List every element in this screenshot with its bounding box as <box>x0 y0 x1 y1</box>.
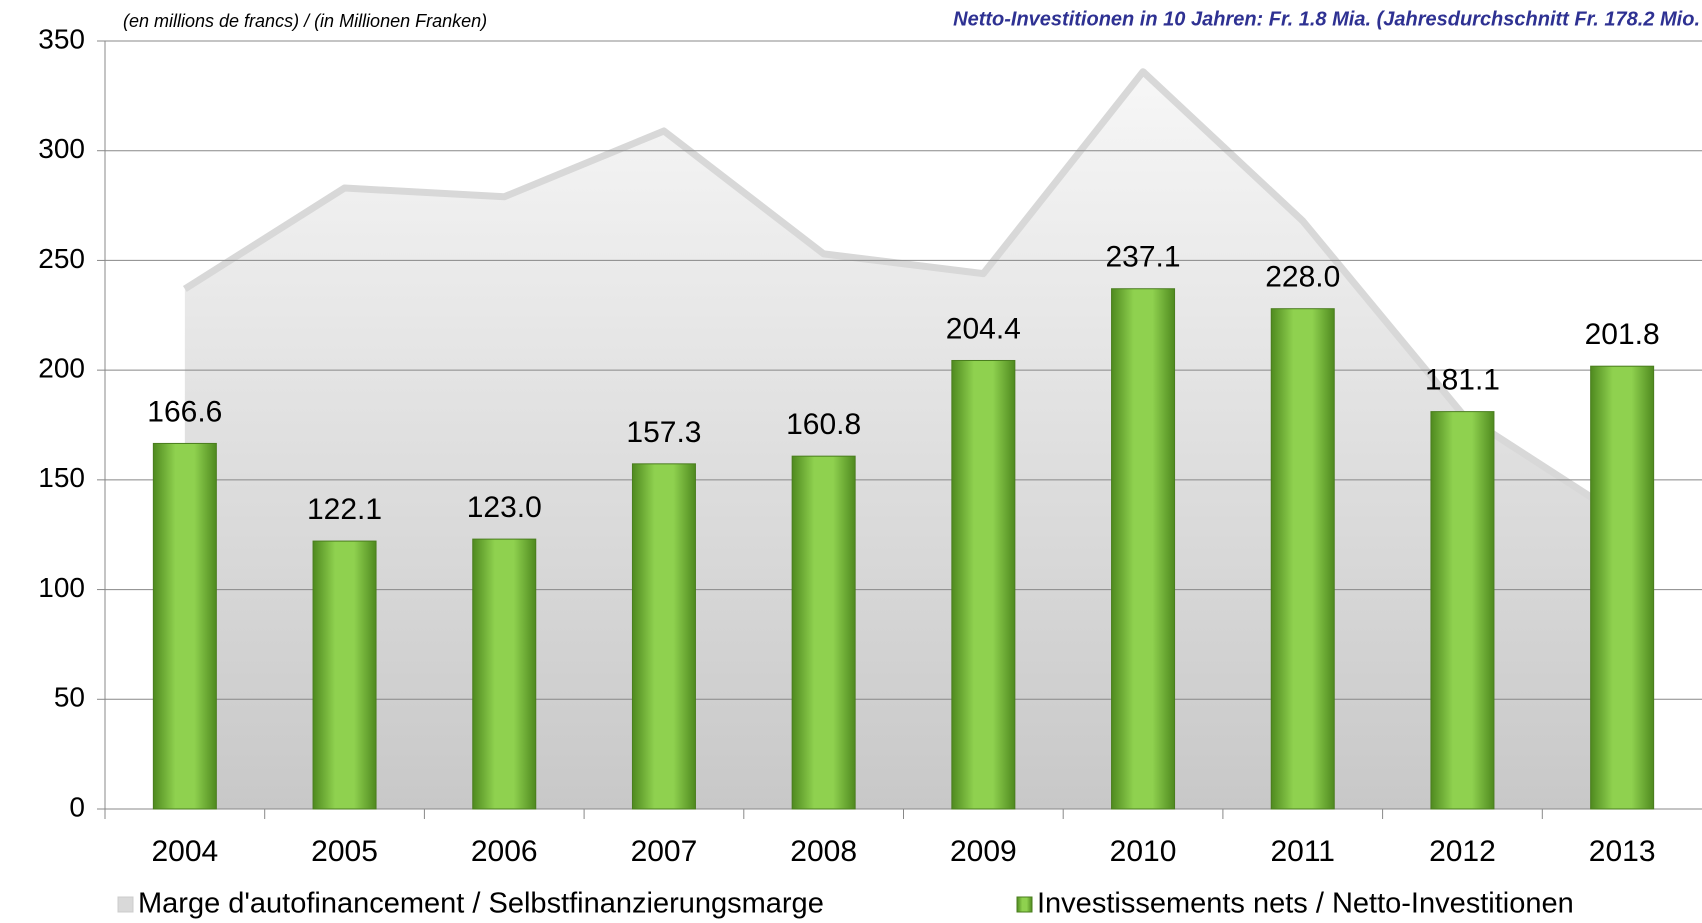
y-tick-label: 350 <box>38 23 85 54</box>
y-tick-label: 50 <box>54 682 85 713</box>
bar <box>472 538 537 810</box>
x-tick-label: 2012 <box>1429 835 1496 868</box>
y-tick-label: 200 <box>38 353 85 384</box>
y-tick-label: 150 <box>38 462 85 493</box>
legend-label: Marge d'autofinancement / Selbstfinanzie… <box>138 888 824 920</box>
data-label: 237.1 <box>1106 241 1181 274</box>
bar <box>152 442 217 810</box>
x-tick-label: 2005 <box>311 835 378 868</box>
data-label: 122.1 <box>307 493 382 526</box>
bar <box>1590 365 1655 810</box>
data-label: 123.0 <box>467 491 542 524</box>
x-tick-label: 2009 <box>950 835 1017 868</box>
x-tick-label: 2006 <box>471 835 538 868</box>
bar <box>1111 288 1176 810</box>
x-tick-label: 2007 <box>631 835 698 868</box>
subtitle: (en millions de francs) / (in Millionen … <box>123 11 487 31</box>
y-tick-label: 250 <box>38 243 85 274</box>
y-tick-label: 100 <box>38 572 85 603</box>
x-tick-label: 2008 <box>790 835 857 868</box>
bar <box>631 463 696 810</box>
legend-label: Investissements nets / Netto-Investition… <box>1037 888 1574 920</box>
bar <box>951 359 1016 810</box>
data-label: 166.6 <box>147 395 222 428</box>
chart-title: Netto-Investitionen in 10 Jahren: Fr. 1.… <box>953 8 1700 30</box>
x-tick-label: 2011 <box>1270 835 1335 868</box>
data-label: 157.3 <box>626 416 701 449</box>
bar <box>791 455 856 810</box>
data-label: 228.0 <box>1265 261 1340 294</box>
data-label: 181.1 <box>1425 364 1500 397</box>
x-tick-label: 2004 <box>151 835 218 868</box>
bar <box>1270 308 1335 810</box>
x-tick-label: 2013 <box>1589 835 1656 868</box>
y-tick-label: 300 <box>38 133 85 164</box>
data-label: 160.8 <box>786 408 861 441</box>
area <box>184 71 1623 810</box>
bar <box>312 540 377 810</box>
legend-swatch <box>1016 896 1033 913</box>
bar <box>1430 411 1495 810</box>
legend-swatch <box>117 896 134 913</box>
y-tick-label: 0 <box>69 791 85 822</box>
x-tick-label: 2010 <box>1110 835 1177 868</box>
data-label: 201.8 <box>1585 318 1660 351</box>
data-label: 204.4 <box>946 312 1021 345</box>
area-outline <box>182 68 1625 521</box>
